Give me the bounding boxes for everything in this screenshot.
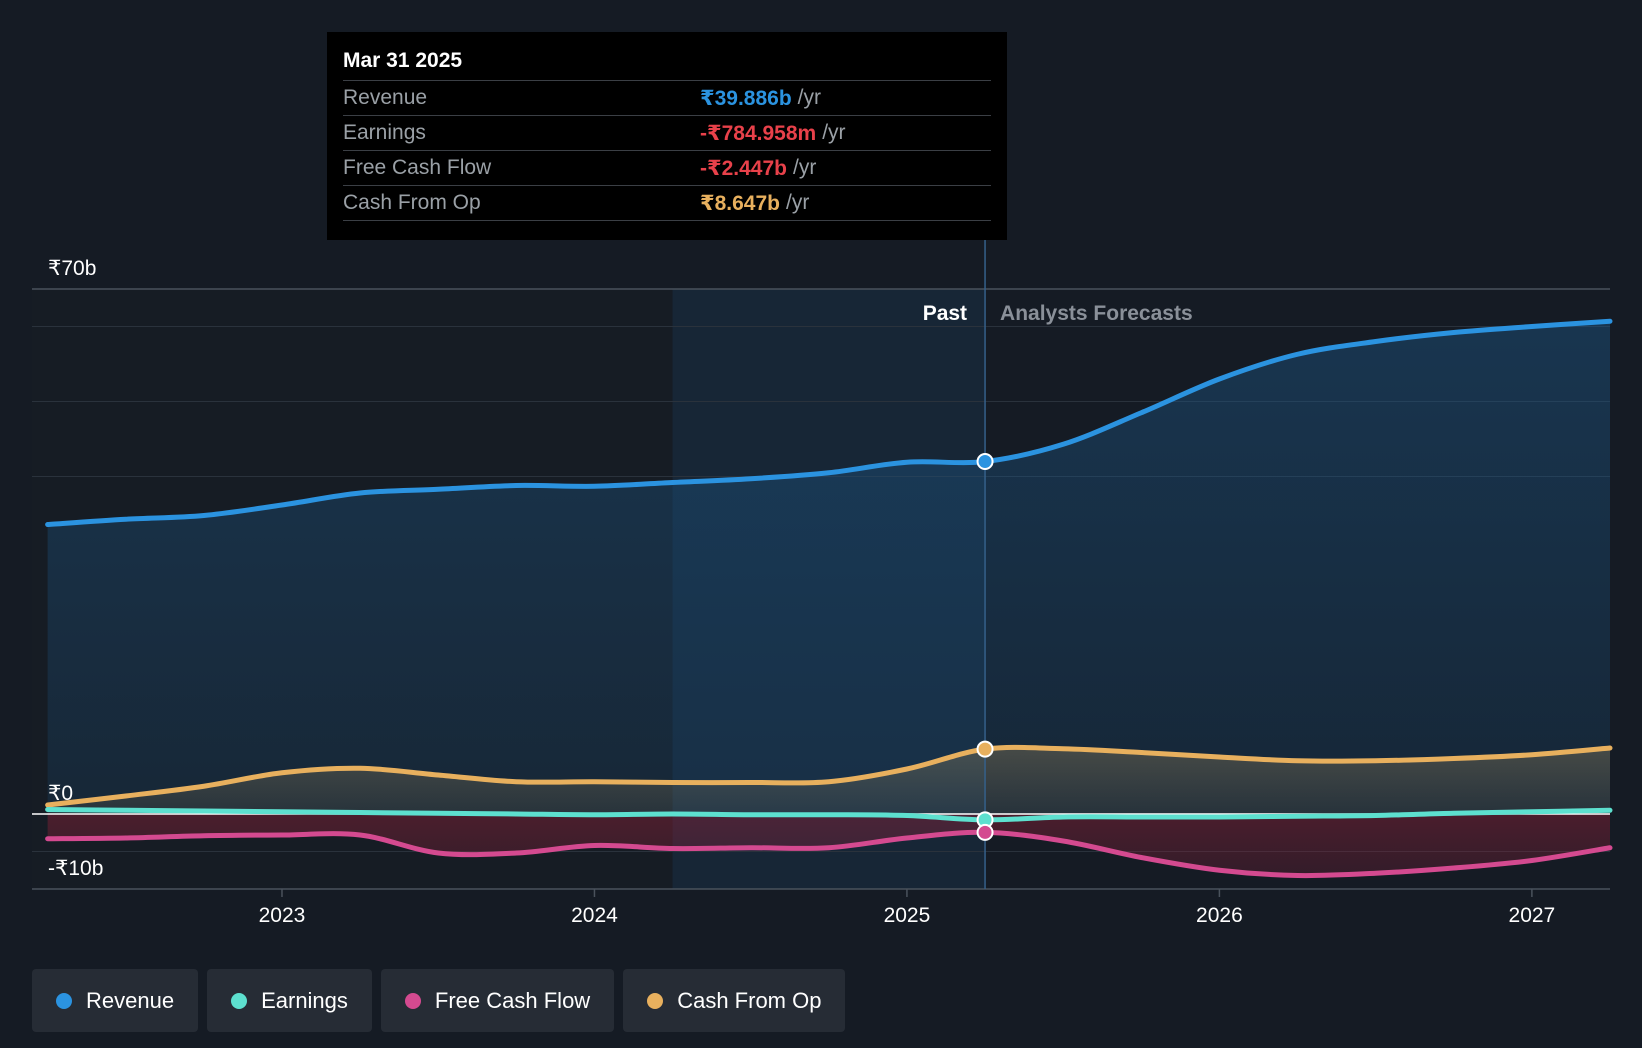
revenue-area bbox=[47, 321, 1610, 814]
legend: Revenue Earnings Free Cash Flow Cash Fro… bbox=[32, 969, 846, 1032]
tooltip-value: ₹8.647b bbox=[700, 191, 780, 215]
tooltip-unit: /yr bbox=[822, 121, 846, 144]
y-axis-labels: ₹70b ₹0 -₹10b bbox=[48, 257, 103, 880]
tooltip-unit: /yr bbox=[792, 156, 817, 179]
hover-markers bbox=[976, 453, 994, 841]
forecast-label: Analysts Forecasts bbox=[1000, 302, 1193, 325]
legend-item-cash-from-op[interactable]: Cash From Op bbox=[623, 969, 846, 1032]
cash-from-op-line bbox=[45, 744, 1613, 808]
chart: ₹70b ₹0 -₹10b 2023 2024 2025 2026 2027 Past An… bbox=[32, 240, 1613, 927]
legend-item-free-cash-flow[interactable]: Free Cash Flow bbox=[380, 969, 615, 1032]
tooltip-unit: /yr bbox=[797, 86, 821, 109]
y-tick-label: -₹10b bbox=[48, 857, 103, 880]
tooltip-row-revenue: Revenue ₹39.886b /yr bbox=[343, 80, 991, 115]
free-cash-flow-marker bbox=[976, 823, 994, 841]
cash-from-op-marker bbox=[976, 740, 994, 758]
cash-from-op-dot-icon bbox=[647, 992, 664, 1009]
cash-from-op-area bbox=[47, 747, 1610, 814]
earnings-dot-icon bbox=[231, 992, 248, 1009]
tooltip-row-cash-from-op: Cash From Op ₹8.647b /yr bbox=[343, 185, 991, 221]
earnings-line bbox=[45, 807, 1613, 823]
tooltip-value: ₹39.886b bbox=[700, 86, 792, 110]
tooltip-row-earnings: Earnings -₹784.958m /yr bbox=[343, 115, 991, 150]
legend-item-earnings[interactable]: Earnings bbox=[207, 969, 372, 1032]
x-tick-label: 2023 bbox=[259, 904, 306, 927]
x-tick-label: 2027 bbox=[1509, 904, 1556, 927]
legend-label: Revenue bbox=[86, 987, 175, 1013]
series-areas bbox=[47, 321, 1610, 876]
x-axis-labels: 2023 2024 2025 2026 2027 bbox=[259, 889, 1556, 927]
free-cash-flow-line bbox=[45, 829, 1613, 879]
series-lines bbox=[32, 318, 1613, 879]
tooltip-value: -₹2.447b bbox=[700, 156, 787, 180]
tooltip-date: Mar 31 2025 bbox=[343, 49, 463, 72]
legend-label: Earnings bbox=[261, 987, 348, 1013]
y-tick-label: ₹70b bbox=[48, 257, 96, 280]
legend-item-revenue[interactable]: Revenue bbox=[32, 969, 199, 1032]
tooltip-unit: /yr bbox=[786, 191, 810, 214]
tooltip-label: Earnings bbox=[343, 121, 426, 144]
tooltip-row-free-cash-flow: Free Cash Flow -₹2.447b /yr bbox=[343, 150, 991, 185]
past-label: Past bbox=[923, 302, 967, 325]
x-tick-label: 2026 bbox=[1196, 904, 1243, 927]
tooltip-value: -₹784.958m bbox=[700, 121, 817, 145]
revenue-marker bbox=[976, 453, 994, 470]
tooltip: Mar 31 2025 Revenue ₹39.886b /yr Earning… bbox=[327, 32, 1007, 240]
free-cash-flow-area bbox=[47, 814, 1610, 876]
revenue-dot-icon bbox=[56, 992, 72, 1009]
x-tick-label: 2025 bbox=[884, 904, 931, 927]
x-tick-label: 2024 bbox=[571, 904, 618, 927]
tooltip-label: Free Cash Flow bbox=[343, 156, 492, 179]
free-cash-flow-dot-icon bbox=[404, 992, 421, 1009]
tooltip-label: Cash From Op bbox=[343, 191, 481, 214]
legend-label: Cash From Op bbox=[677, 987, 822, 1013]
y-tick-label: ₹0 bbox=[48, 782, 73, 805]
legend-label: Free Cash Flow bbox=[434, 987, 591, 1013]
revenue-line bbox=[45, 318, 1613, 527]
tooltip-label: Revenue bbox=[343, 86, 428, 109]
